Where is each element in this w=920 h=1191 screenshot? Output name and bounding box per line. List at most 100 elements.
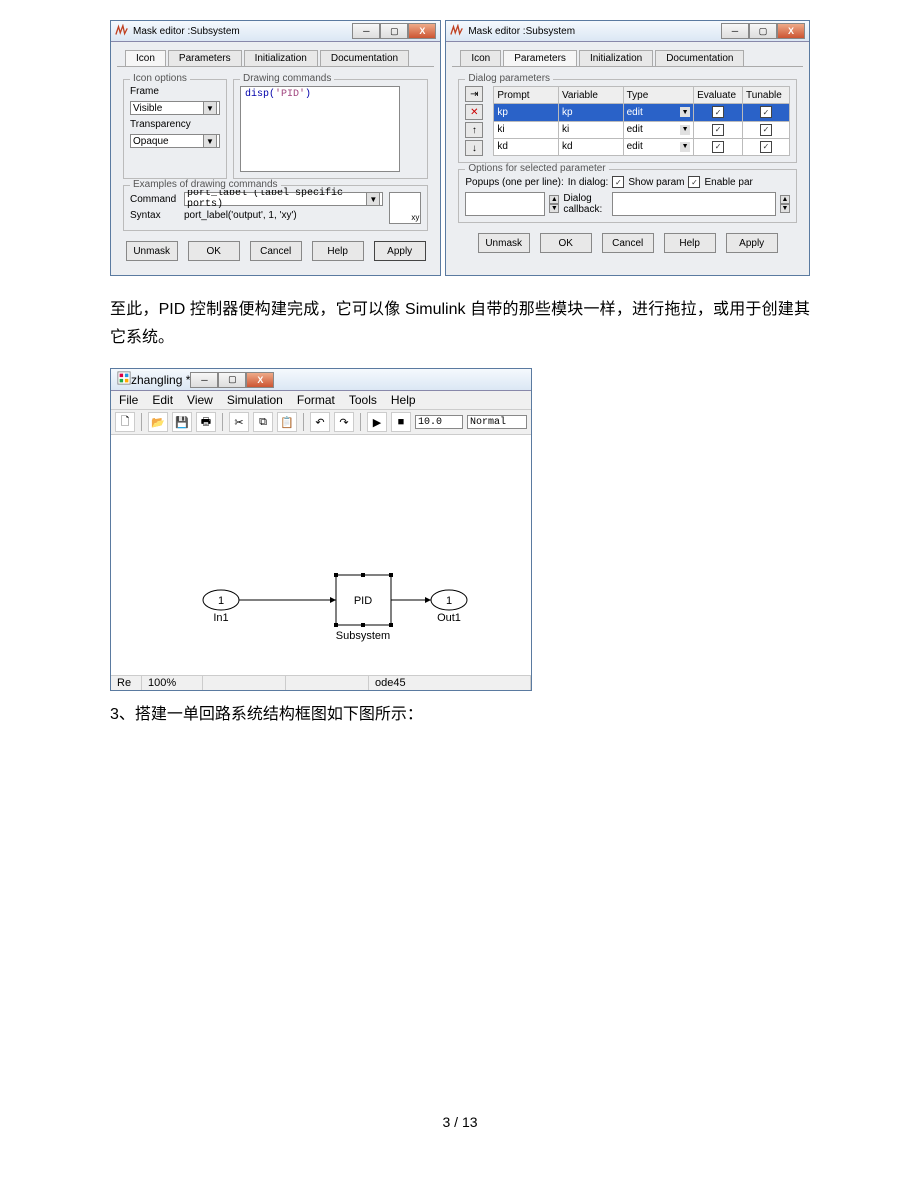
unmask-button[interactable]: Unmask — [478, 233, 530, 253]
model-canvas[interactable]: 1 In1 PID Subsystem — [111, 435, 531, 675]
scroll-down-icon[interactable]: ▼ — [780, 204, 790, 213]
unmask-button[interactable]: Unmask — [126, 241, 178, 261]
app-icon — [115, 24, 129, 38]
tab-documentation[interactable]: Documentation — [655, 50, 744, 66]
add-row-button[interactable]: ⇥ — [465, 86, 483, 102]
menu-simulation[interactable]: Simulation — [227, 393, 283, 407]
mask-editor-parameters-window: Mask editor :Subsystem ─ ▢ X Icon Parame… — [445, 20, 810, 276]
chevron-down-icon[interactable]: ▼ — [680, 125, 690, 135]
ok-button[interactable]: OK — [188, 241, 240, 261]
status-zoom: 100% — [142, 676, 203, 690]
chevron-down-icon[interactable]: ▼ — [680, 107, 690, 117]
move-up-button[interactable]: ↑ — [465, 122, 483, 138]
apply-button[interactable]: Apply — [726, 233, 778, 253]
syntax-label: Syntax — [130, 210, 178, 221]
simulink-icon — [117, 371, 131, 388]
status-empty2 — [286, 676, 369, 690]
evaluate-checkbox[interactable]: ✓ — [712, 124, 724, 136]
paste-icon[interactable]: 📋 — [277, 412, 297, 432]
command-dropdown[interactable]: port_label (label specific ports) ▼ — [184, 192, 383, 206]
dialog-callback-input[interactable] — [612, 192, 776, 216]
cancel-button[interactable]: Cancel — [250, 241, 302, 261]
param-row[interactable]: ki ki edit▼ ✓ ✓ — [494, 121, 790, 138]
stop-icon[interactable]: ■ — [391, 412, 411, 432]
evaluate-checkbox[interactable]: ✓ — [712, 141, 724, 153]
toolbar: 🗋 📂 💾 🖶 ✂ ⧉ 📋 ↶ ↷ ▶ ■ 10.0 Normal — [111, 410, 531, 435]
parameters-table[interactable]: Prompt Variable Type Evaluate Tunable kp… — [493, 86, 790, 156]
svg-text:PID: PID — [354, 595, 372, 607]
popups-textarea[interactable] — [465, 192, 545, 216]
pid-block: PID Subsystem — [334, 573, 393, 642]
scroll-up-icon[interactable]: ▲ — [780, 195, 790, 204]
transparency-label: Transparency — [130, 119, 220, 130]
close-button[interactable]: X — [408, 23, 436, 39]
tab-documentation[interactable]: Documentation — [320, 50, 409, 66]
titlebar[interactable]: zhangling * ─ ▢ X — [111, 369, 531, 391]
menu-tools[interactable]: Tools — [349, 393, 377, 407]
new-icon[interactable]: 🗋 — [115, 412, 135, 432]
undo-icon[interactable]: ↶ — [310, 412, 330, 432]
open-icon[interactable]: 📂 — [148, 412, 168, 432]
tab-parameters[interactable]: Parameters — [168, 50, 242, 66]
svg-text:In1: In1 — [213, 612, 228, 624]
simtime-input[interactable]: 10.0 — [415, 415, 463, 429]
transparency-dropdown[interactable]: Opaque ▼ — [130, 134, 220, 148]
status-empty1 — [203, 676, 286, 690]
tab-initialization[interactable]: Initialization — [244, 50, 318, 66]
tunable-checkbox[interactable]: ✓ — [760, 124, 772, 136]
apply-button[interactable]: Apply — [374, 241, 426, 261]
drawing-commands-textarea[interactable]: disp('PID') — [240, 86, 400, 172]
ok-button[interactable]: OK — [540, 233, 592, 253]
mode-dropdown[interactable]: Normal — [467, 415, 527, 429]
copy-icon[interactable]: ⧉ — [253, 412, 273, 432]
play-icon[interactable]: ▶ — [367, 412, 387, 432]
body-paragraph-1: 至此，PID 控制器便构建完成，它可以像 Simulink 自带的那些模块一样，… — [110, 296, 810, 352]
dialog-callback-label: Dialog callback: — [563, 193, 608, 215]
menu-view[interactable]: View — [187, 393, 213, 407]
chevron-down-icon[interactable]: ▼ — [680, 142, 690, 152]
status-ready: Re — [111, 676, 142, 690]
redo-icon[interactable]: ↷ — [334, 412, 354, 432]
tunable-checkbox[interactable]: ✓ — [760, 141, 772, 153]
tunable-checkbox[interactable]: ✓ — [760, 106, 772, 118]
svg-text:1: 1 — [218, 595, 224, 607]
in1-block: 1 In1 — [203, 590, 239, 624]
evaluate-checkbox[interactable]: ✓ — [712, 106, 724, 118]
cancel-button[interactable]: Cancel — [602, 233, 654, 253]
maximize-button[interactable]: ▢ — [749, 23, 777, 39]
titlebar[interactable]: Mask editor :Subsystem ─ ▢ X — [446, 21, 809, 42]
menu-format[interactable]: Format — [297, 393, 335, 407]
menu-file[interactable]: File — [119, 393, 138, 407]
dialog-parameters-legend: Dialog parameters — [465, 73, 553, 84]
minimize-button[interactable]: ─ — [190, 372, 218, 388]
scroll-down-icon[interactable]: ▼ — [549, 204, 559, 213]
tab-icon[interactable]: Icon — [125, 50, 166, 66]
save-icon[interactable]: 💾 — [172, 412, 192, 432]
mask-editor-icon-window: Mask editor :Subsystem ─ ▢ X Icon Parame… — [110, 20, 441, 276]
in-dialog-label: In dialog: — [568, 177, 609, 188]
frame-dropdown[interactable]: Visible ▼ — [130, 101, 220, 115]
move-down-button[interactable]: ↓ — [465, 140, 483, 156]
close-button[interactable]: X — [777, 23, 805, 39]
delete-row-button[interactable]: ✕ — [465, 104, 483, 120]
minimize-button[interactable]: ─ — [721, 23, 749, 39]
print-icon[interactable]: 🖶 — [196, 412, 216, 432]
maximize-button[interactable]: ▢ — [218, 372, 246, 388]
tab-parameters[interactable]: Parameters — [503, 50, 577, 66]
scroll-up-icon[interactable]: ▲ — [549, 195, 559, 204]
titlebar[interactable]: Mask editor :Subsystem ─ ▢ X — [111, 21, 440, 42]
help-button[interactable]: Help — [664, 233, 716, 253]
show-param-checkbox[interactable]: ✓ — [612, 176, 624, 188]
close-button[interactable]: X — [246, 372, 274, 388]
help-button[interactable]: Help — [312, 241, 364, 261]
menu-edit[interactable]: Edit — [152, 393, 173, 407]
param-row[interactable]: kp kp edit▼ ✓ ✓ — [494, 104, 790, 121]
param-row[interactable]: kd kd edit▼ ✓ ✓ — [494, 138, 790, 155]
enable-param-checkbox[interactable]: ✓ — [688, 176, 700, 188]
minimize-button[interactable]: ─ — [352, 23, 380, 39]
maximize-button[interactable]: ▢ — [380, 23, 408, 39]
menu-help[interactable]: Help — [391, 393, 416, 407]
tab-initialization[interactable]: Initialization — [579, 50, 653, 66]
tab-icon[interactable]: Icon — [460, 50, 501, 66]
cut-icon[interactable]: ✂ — [229, 412, 249, 432]
